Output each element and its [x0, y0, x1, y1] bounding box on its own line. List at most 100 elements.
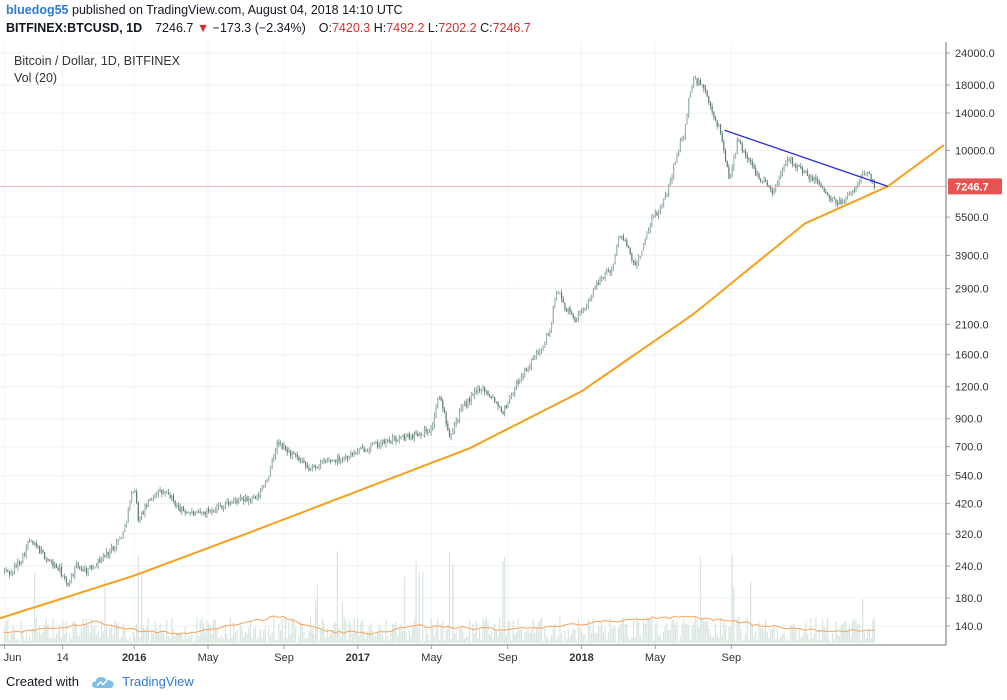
- volume-bar: [544, 629, 546, 643]
- candle-body: [455, 420, 457, 426]
- volume-bar: [383, 639, 385, 643]
- candle-body: [87, 568, 89, 574]
- volume-bar: [223, 638, 225, 643]
- volume-bar: [716, 634, 718, 643]
- candle-body: [248, 498, 250, 502]
- volume-bar: [800, 637, 802, 643]
- candle-body: [460, 407, 462, 413]
- tradingview-brand-link[interactable]: TradingView: [122, 674, 194, 689]
- candle-body: [852, 190, 854, 193]
- volume-bar: [843, 621, 845, 643]
- candle-body: [341, 458, 344, 460]
- candle-body: [810, 176, 812, 180]
- candle-body: [741, 143, 743, 151]
- volume-bar: [134, 637, 136, 643]
- volume-bar: [574, 629, 576, 643]
- volume-bar: [84, 623, 86, 643]
- volume-indicator-label[interactable]: Vol (20): [14, 71, 57, 85]
- candle-body: [320, 463, 322, 467]
- volume-bar: [458, 628, 461, 643]
- candle-body: [586, 306, 588, 308]
- volume-bar: [837, 634, 839, 643]
- volume-bar: [293, 618, 295, 643]
- candle-body: [378, 445, 380, 448]
- volume-bar: [392, 623, 394, 643]
- candle-body: [7, 569, 9, 572]
- down-arrow-icon: ▼: [196, 21, 210, 35]
- candle-body: [736, 140, 738, 154]
- candle-body: [601, 277, 603, 280]
- candle-body: [550, 322, 553, 331]
- author-username[interactable]: bluedog55: [6, 3, 69, 17]
- volume-bar: [181, 633, 183, 643]
- volume-bar: [577, 618, 579, 643]
- candle-body: [100, 559, 103, 563]
- y-tick-label: 5500.0: [955, 212, 989, 224]
- volume-bar: [778, 639, 780, 643]
- candle-body: [629, 247, 631, 254]
- volume-bar: [306, 638, 308, 643]
- candle-body: [84, 568, 86, 571]
- candle-body: [206, 508, 208, 515]
- candle-body: [591, 295, 593, 300]
- candle-body: [562, 299, 564, 303]
- candle-body: [159, 489, 161, 491]
- volume-bar: [632, 618, 635, 643]
- volume-bar: [785, 637, 787, 643]
- x-tick-label: Sep: [722, 652, 742, 664]
- candle-body: [239, 497, 241, 499]
- price-chart[interactable]: 24000.0 18000.0 14000.0 10000.0 5500.0 3900.0…: [0, 42, 1007, 668]
- volume-bar: [686, 623, 688, 643]
- candle-body: [624, 240, 626, 241]
- candle-body: [537, 352, 539, 354]
- volume-bar: [793, 623, 795, 643]
- volume-bar: [136, 623, 138, 643]
- candle-body: [254, 496, 257, 499]
- volume-bar: [380, 628, 382, 643]
- volume-bar: [395, 621, 397, 643]
- candle-body: [838, 200, 840, 205]
- volume-bar: [485, 617, 487, 643]
- volume-bar: [820, 639, 822, 643]
- candle-body: [560, 293, 563, 300]
- volume-bar: [596, 633, 598, 643]
- volume-bar: [254, 626, 257, 643]
- volume-bar: [751, 625, 753, 643]
- candle-body: [358, 448, 360, 451]
- candle-body: [517, 381, 519, 384]
- volume-bar: [586, 641, 588, 643]
- candle-body: [246, 496, 248, 502]
- candle-body: [390, 441, 392, 444]
- volume-bar: [206, 620, 208, 643]
- volume-bar: [597, 627, 599, 643]
- volume-bar: [582, 634, 584, 643]
- volume-bar: [351, 633, 354, 643]
- candle-body: [577, 314, 579, 320]
- volume-bar: [191, 632, 193, 643]
- volume-bar: [141, 572, 143, 643]
- volume-bar: [470, 641, 472, 643]
- volume-bar: [587, 619, 589, 643]
- candle-body: [442, 400, 444, 409]
- candle-body: [20, 561, 22, 564]
- volume-bar: [8, 640, 11, 643]
- low-value: 7202.2: [438, 21, 477, 35]
- candle-body: [453, 425, 456, 432]
- candle-body: [619, 236, 621, 237]
- volume-bar: [149, 640, 151, 643]
- volume-bar: [726, 640, 728, 643]
- candle-body: [515, 381, 518, 387]
- volume-bar: [579, 627, 581, 643]
- candle-body: [437, 399, 439, 407]
- candle-body: [647, 230, 650, 233]
- resistance-trendline: [724, 129, 889, 188]
- candle-body: [380, 443, 382, 446]
- volume-bar: [601, 621, 603, 643]
- candle-body: [482, 387, 484, 390]
- candle-body: [340, 459, 342, 462]
- volume-bar: [462, 631, 464, 643]
- volume-bar: [658, 635, 660, 643]
- candle-body: [668, 185, 670, 195]
- candle-body: [288, 450, 290, 453]
- high-label: H:: [373, 21, 387, 35]
